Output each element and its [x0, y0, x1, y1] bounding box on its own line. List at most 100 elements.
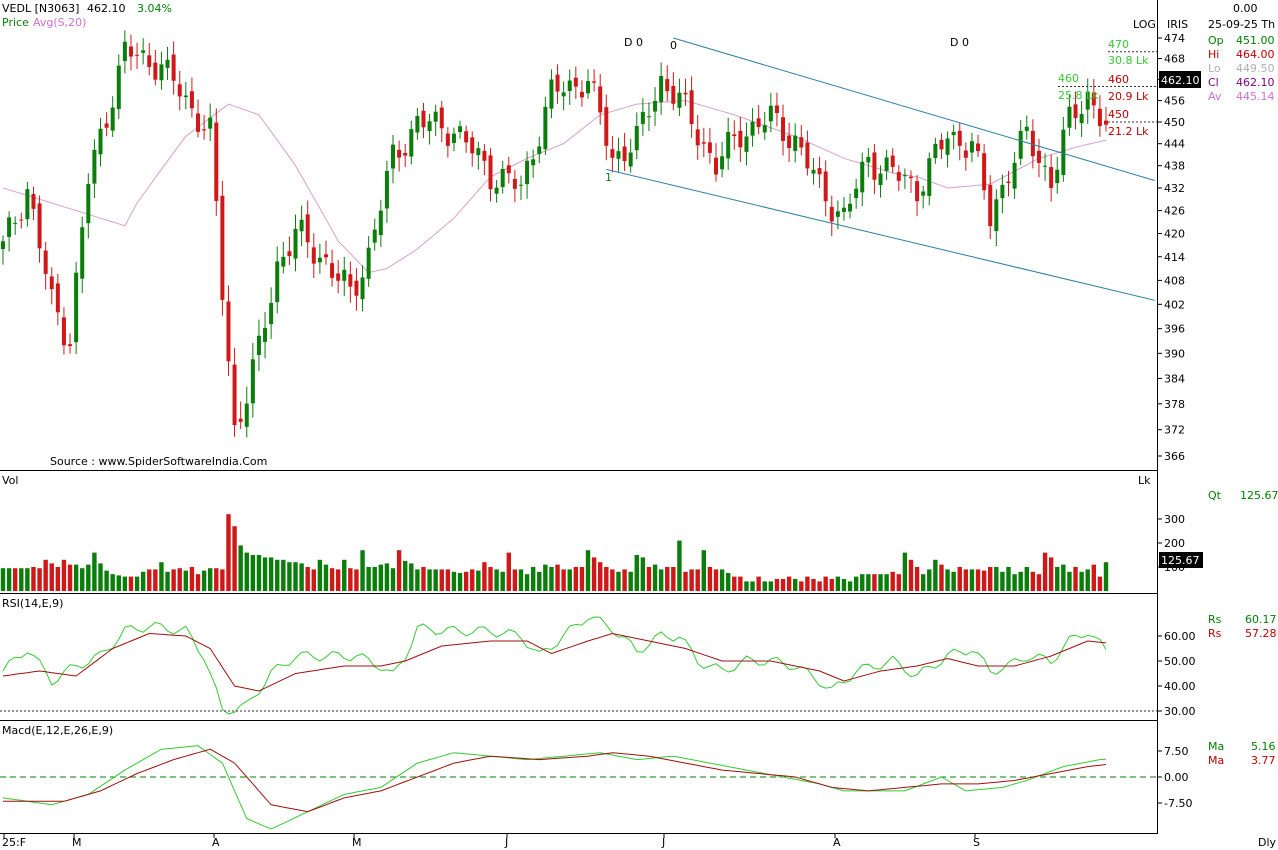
- candle-body: [372, 229, 377, 243]
- volume-bar: [1067, 571, 1072, 591]
- volume-bar: [43, 559, 48, 591]
- candle-body: [244, 403, 249, 427]
- iris-label[interactable]: IRIS: [1167, 18, 1188, 31]
- price-tick-label: 432: [1164, 182, 1185, 195]
- candle-body: [939, 139, 944, 150]
- volume-bar: [707, 567, 713, 591]
- volume-bar: [122, 576, 128, 591]
- candle: [110, 96, 115, 137]
- candle: [555, 64, 560, 104]
- last-price: 462.10: [87, 2, 126, 15]
- candle: [665, 65, 670, 102]
- candle-body: [933, 143, 938, 159]
- volume-bar: [646, 567, 652, 591]
- candle: [799, 125, 804, 156]
- candle-body: [896, 172, 901, 181]
- candle: [939, 133, 944, 159]
- candle-body: [61, 317, 66, 346]
- candle-body: [1073, 104, 1078, 118]
- candle: [189, 77, 194, 118]
- volume-bar: [549, 567, 554, 591]
- volume-tick-label: 200: [1164, 537, 1185, 550]
- candle: [19, 212, 24, 229]
- candle: [567, 69, 572, 105]
- volume-bar: [128, 576, 134, 591]
- candles: [1, 30, 1108, 438]
- candle-body: [214, 122, 219, 201]
- candle-body: [586, 81, 591, 94]
- ohlc-value: 464.00: [1236, 48, 1275, 61]
- level-volume-red: 21.2 Lk: [1108, 125, 1149, 138]
- candle-body: [476, 148, 481, 156]
- trend-channel[interactable]: [606, 37, 1155, 301]
- candle-body: [890, 155, 895, 167]
- price-tick-label: 396: [1164, 323, 1185, 336]
- candle: [232, 348, 237, 437]
- candle-body: [689, 90, 694, 124]
- price-axis: 4744684624564504444384324264204144084023…: [1157, 32, 1185, 463]
- candle-body: [433, 111, 438, 122]
- volume-bar: [835, 576, 841, 591]
- candle-body: [1085, 91, 1090, 110]
- candle-body: [957, 130, 962, 146]
- candle-body: [665, 79, 670, 92]
- change-percent: 3.04%: [137, 2, 172, 15]
- candle: [397, 140, 402, 172]
- volume-bar: [104, 570, 109, 591]
- candle: [49, 267, 54, 305]
- volume-bar: [402, 561, 408, 591]
- candle-body: [555, 74, 560, 92]
- volume-bar: [920, 574, 926, 591]
- volume-bar: [805, 576, 810, 591]
- candle: [823, 160, 828, 217]
- candle-body: [835, 211, 840, 217]
- volume-bar: [12, 568, 18, 591]
- candle-body: [1024, 126, 1029, 131]
- volume-bar: [683, 571, 688, 591]
- volume-bar: [201, 570, 207, 591]
- ohlc-key: Av: [1208, 90, 1222, 103]
- volume-bar: [811, 579, 816, 591]
- candle: [500, 161, 505, 194]
- candle: [147, 42, 152, 76]
- candle: [982, 144, 987, 200]
- candle: [299, 205, 304, 247]
- candle-body: [921, 191, 926, 196]
- candle: [598, 74, 603, 125]
- candle-body: [122, 41, 127, 61]
- rsi-signal-line: [2, 632, 1107, 692]
- candle: [281, 241, 286, 274]
- rsi-tick-label: 60.00: [1164, 630, 1196, 643]
- candle: [945, 131, 950, 168]
- candle-body: [494, 187, 499, 194]
- volume-bar: [49, 563, 54, 591]
- candle: [360, 265, 365, 312]
- candle: [287, 236, 292, 266]
- candle: [561, 81, 566, 111]
- ohlc-value: 451.00: [1236, 34, 1275, 47]
- volume-bar: [165, 571, 170, 591]
- candle: [848, 193, 853, 219]
- candle-body: [317, 257, 322, 263]
- candle-body: [768, 105, 773, 122]
- candle-body: [287, 251, 292, 257]
- candle: [518, 175, 523, 200]
- period-label[interactable]: Dly: [1258, 836, 1277, 849]
- log-scale-label[interactable]: LOG: [1133, 18, 1156, 31]
- candle: [305, 200, 310, 258]
- candle-body: [7, 217, 12, 237]
- candle-body: [445, 133, 450, 146]
- panel-frames: [0, 0, 1158, 834]
- candle-body: [866, 156, 871, 163]
- candle-body: [25, 189, 30, 220]
- candle-body: [579, 91, 584, 98]
- ohlc-key: Lo: [1208, 62, 1221, 75]
- price-tick-label: 420: [1164, 228, 1185, 241]
- candle: [592, 69, 597, 92]
- price-tick-label: 468: [1164, 53, 1185, 66]
- volume-bar: [159, 562, 164, 591]
- candle-body: [902, 175, 907, 177]
- candle-body: [811, 169, 816, 174]
- avg-legend-label: Avg(S,20): [33, 16, 86, 29]
